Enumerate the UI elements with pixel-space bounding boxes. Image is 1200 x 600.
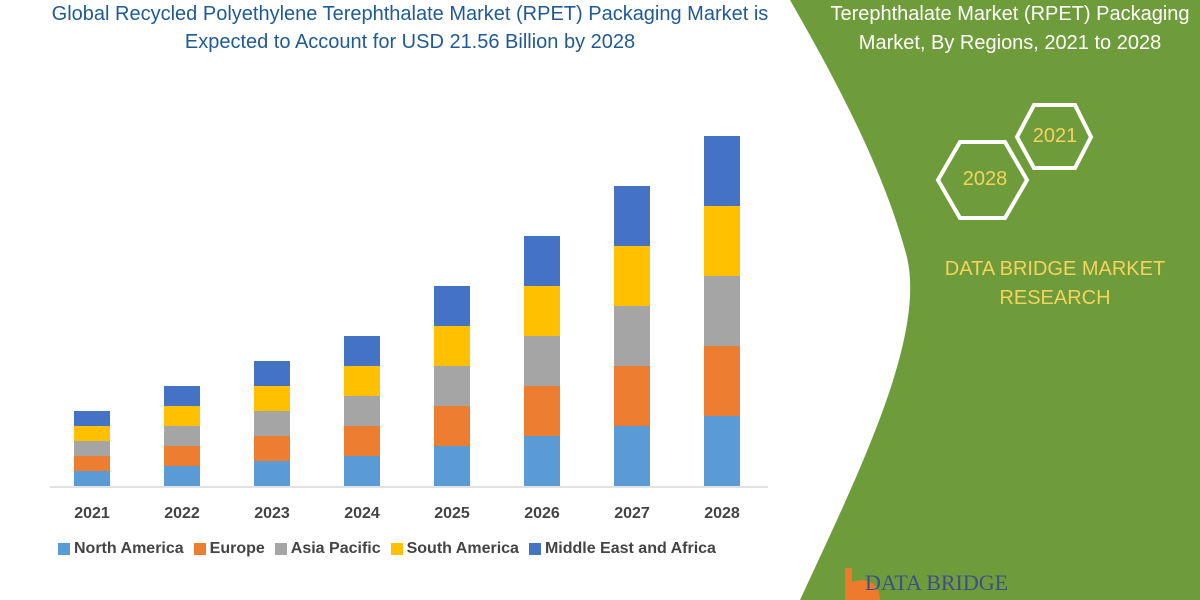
- x-tick-label: 2027: [614, 505, 650, 522]
- logo-mark: [845, 568, 880, 600]
- hexagon-2028: [935, 140, 1030, 220]
- bar-2024-asia-pacific: [344, 396, 380, 426]
- bar-2028-south-america: [704, 206, 740, 276]
- logo-text: DATA BRIDGE: [865, 570, 1009, 595]
- stacked-bar-chart: 2021 2022 2023 2024 2025 2026 2027 2028: [50, 136, 768, 522]
- legend-label: Middle East and Africa: [544, 540, 716, 557]
- bar-2027-south-america: [614, 246, 650, 306]
- legend-item: South America: [390, 540, 519, 558]
- bar-2024-europe: [344, 426, 380, 456]
- bar-2021-asia-pacific: [74, 441, 110, 456]
- x-tick-label: 2021: [74, 505, 110, 522]
- bar-2028-asia-pacific: [704, 276, 740, 346]
- bar-2022-europe: [164, 446, 200, 466]
- bar-2023-europe: [254, 436, 290, 461]
- x-tick-label: 2025: [434, 505, 470, 522]
- bar-2025-middle-east-and-africa: [434, 286, 470, 326]
- panel-title: Terephthalate Market (RPET) Packaging Ma…: [830, 3, 1190, 54]
- bar-2022-south-america: [164, 406, 200, 426]
- bar-2027-europe: [614, 366, 650, 426]
- bar-2024-middle-east-and-africa: [344, 336, 380, 366]
- bar-2028-north-america: [704, 416, 740, 486]
- bar-2023-asia-pacific: [254, 411, 290, 436]
- bar-2028-middle-east-and-africa: [704, 136, 740, 206]
- bar-2026-middle-east-and-africa: [524, 236, 560, 286]
- hexagon-2021: [1014, 103, 1094, 170]
- x-tick-label: 2024: [344, 505, 380, 522]
- legend-swatch: [58, 543, 70, 555]
- brand-text: DATA BRIDGE MARKET RESEARCH: [944, 258, 1166, 309]
- bar-2025-asia-pacific: [434, 366, 470, 406]
- bar-2021-europe: [74, 456, 110, 471]
- legend-swatch: [528, 543, 541, 555]
- legend-label: North America: [74, 540, 184, 557]
- legend-item: North America: [58, 540, 184, 558]
- bar-2027-north-america: [614, 426, 650, 486]
- chart-title: Global Recycled Polyethylene Terephthala…: [51, 3, 769, 53]
- x-tick-label: 2023: [254, 505, 290, 522]
- legend-label: Asia Pacific: [290, 540, 381, 557]
- legend: North America Europe Asia Pacific South Ame…: [58, 540, 716, 558]
- legend-swatch: [274, 543, 287, 555]
- bar-2024-south-america: [344, 366, 380, 396]
- legend-item: Middle East and Africa: [528, 540, 716, 558]
- legend-swatch: [390, 543, 403, 555]
- bar-2021-north-america: [74, 471, 110, 486]
- bar-2022-north-america: [164, 466, 200, 486]
- bar-2026-south-america: [524, 286, 560, 336]
- bar-2025-europe: [434, 406, 470, 446]
- bar-2024-north-america: [344, 456, 380, 486]
- hex-label-2021: 2021: [1032, 125, 1078, 147]
- legend-label: South America: [406, 540, 519, 557]
- bar-2027-middle-east-and-africa: [614, 186, 650, 246]
- bar-2027-asia-pacific: [614, 306, 650, 366]
- hex-label-2028: 2028: [962, 168, 1008, 190]
- legend-swatch: [193, 543, 206, 555]
- bar-2021-middle-east-and-africa: [74, 411, 110, 426]
- legend-label: Europe: [209, 540, 265, 557]
- x-tick-label: 2026: [524, 505, 560, 522]
- bar-2026-asia-pacific: [524, 336, 560, 386]
- green-panel: [790, 0, 1200, 600]
- bar-2021-south-america: [74, 426, 110, 441]
- bar-2025-north-america: [434, 446, 470, 486]
- legend-item: Asia Pacific: [274, 540, 381, 558]
- x-tick-label: 2022: [164, 505, 200, 522]
- bar-2022-asia-pacific: [164, 426, 200, 446]
- bar-2023-north-america: [254, 461, 290, 486]
- bar-2025-south-america: [434, 326, 470, 366]
- bar-2022-middle-east-and-africa: [164, 386, 200, 406]
- bar-2023-middle-east-and-africa: [254, 361, 290, 386]
- bar-2023-south-america: [254, 386, 290, 411]
- x-tick-label: 2028: [704, 505, 740, 522]
- bar-2026-europe: [524, 386, 560, 436]
- bar-2028-europe: [704, 346, 740, 416]
- bar-2026-north-america: [524, 436, 560, 486]
- legend-item: Europe: [193, 540, 265, 558]
